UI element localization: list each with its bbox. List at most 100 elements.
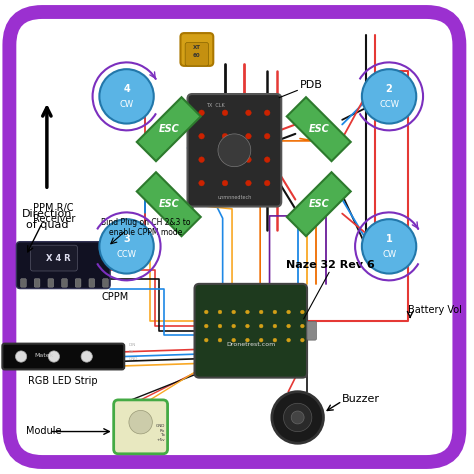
Text: 60: 60 [193, 53, 201, 58]
Text: Battery Vol: Battery Vol [408, 305, 462, 315]
Circle shape [301, 310, 304, 314]
Circle shape [199, 180, 204, 186]
FancyBboxPatch shape [185, 43, 209, 66]
Circle shape [287, 324, 291, 328]
Text: TX  CLK: TX CLK [206, 103, 225, 108]
Circle shape [259, 310, 263, 314]
Circle shape [232, 324, 236, 328]
Circle shape [204, 324, 208, 328]
Text: RGB LED Strip: RGB LED Strip [28, 376, 98, 386]
Text: ESC: ESC [158, 199, 179, 209]
FancyBboxPatch shape [75, 279, 81, 287]
Text: X 4 R: X 4 R [46, 254, 71, 263]
Circle shape [362, 219, 416, 273]
Text: 2: 2 [386, 84, 392, 94]
Circle shape [218, 134, 251, 167]
Circle shape [301, 324, 304, 328]
Circle shape [264, 180, 270, 186]
Text: Direction
of quad: Direction of quad [22, 209, 72, 230]
FancyBboxPatch shape [188, 94, 281, 207]
FancyBboxPatch shape [89, 279, 95, 287]
Circle shape [246, 324, 249, 328]
Text: DIN: DIN [129, 343, 136, 347]
Circle shape [199, 157, 204, 163]
Circle shape [273, 310, 277, 314]
Circle shape [48, 351, 60, 362]
Circle shape [246, 310, 249, 314]
Circle shape [264, 110, 270, 116]
Polygon shape [287, 97, 351, 161]
Text: GND: GND [129, 357, 138, 361]
Circle shape [259, 338, 263, 342]
Circle shape [291, 411, 304, 424]
FancyBboxPatch shape [181, 33, 213, 66]
Circle shape [232, 310, 236, 314]
Text: ESC: ESC [309, 199, 329, 209]
Circle shape [232, 338, 236, 342]
Text: 4: 4 [123, 84, 130, 94]
FancyBboxPatch shape [9, 12, 459, 462]
Text: PPM R/C
Receiver: PPM R/C Receiver [33, 203, 75, 224]
Circle shape [199, 110, 204, 116]
Circle shape [246, 180, 251, 186]
Circle shape [259, 324, 263, 328]
Circle shape [264, 133, 270, 139]
FancyBboxPatch shape [2, 344, 124, 369]
Text: Bind Plug on CH 2&3 to
enable CPPM mode: Bind Plug on CH 2&3 to enable CPPM mode [100, 218, 190, 237]
Circle shape [222, 133, 228, 139]
Text: Dronetrest.com: Dronetrest.com [226, 342, 275, 347]
Circle shape [100, 69, 154, 124]
Circle shape [273, 338, 277, 342]
Polygon shape [137, 97, 201, 161]
Circle shape [362, 69, 416, 124]
Text: Naze 32 Rev 6: Naze 32 Rev 6 [286, 260, 375, 270]
Circle shape [283, 403, 312, 432]
Text: Buzzer: Buzzer [342, 394, 380, 404]
Circle shape [272, 392, 323, 443]
Polygon shape [137, 172, 201, 236]
Circle shape [222, 157, 228, 163]
Text: ESC: ESC [158, 124, 179, 134]
FancyBboxPatch shape [21, 279, 26, 287]
Circle shape [246, 133, 251, 139]
Circle shape [204, 338, 208, 342]
Circle shape [301, 338, 304, 342]
Circle shape [199, 133, 204, 139]
Circle shape [81, 351, 92, 362]
Circle shape [222, 180, 228, 186]
Text: Matek: Matek [35, 353, 54, 357]
Text: 5V: 5V [129, 350, 135, 354]
Circle shape [264, 157, 270, 163]
FancyBboxPatch shape [103, 279, 108, 287]
FancyBboxPatch shape [62, 279, 67, 287]
Text: CW: CW [119, 100, 134, 109]
Circle shape [246, 157, 251, 163]
Text: 3: 3 [123, 234, 130, 244]
Text: CPPM: CPPM [101, 292, 128, 302]
FancyBboxPatch shape [17, 242, 110, 289]
Circle shape [273, 324, 277, 328]
Circle shape [129, 410, 152, 434]
Text: 1: 1 [386, 234, 392, 244]
Polygon shape [287, 172, 351, 236]
Circle shape [218, 310, 222, 314]
Text: CW: CW [382, 250, 396, 259]
FancyBboxPatch shape [307, 321, 317, 340]
Text: PDB: PDB [300, 80, 323, 90]
Circle shape [246, 338, 249, 342]
Text: GND
Rx
Tx
+5v: GND Rx Tx +5v [156, 424, 165, 442]
Text: CCW: CCW [117, 250, 137, 259]
Circle shape [204, 310, 208, 314]
FancyBboxPatch shape [48, 279, 54, 287]
FancyBboxPatch shape [30, 245, 77, 271]
Circle shape [287, 310, 291, 314]
FancyBboxPatch shape [34, 279, 40, 287]
Circle shape [218, 324, 222, 328]
FancyBboxPatch shape [194, 284, 307, 378]
Circle shape [16, 351, 27, 362]
Text: XT: XT [193, 45, 201, 50]
Text: CCW: CCW [379, 100, 399, 109]
Circle shape [222, 110, 228, 116]
Circle shape [246, 110, 251, 116]
Circle shape [100, 219, 154, 273]
